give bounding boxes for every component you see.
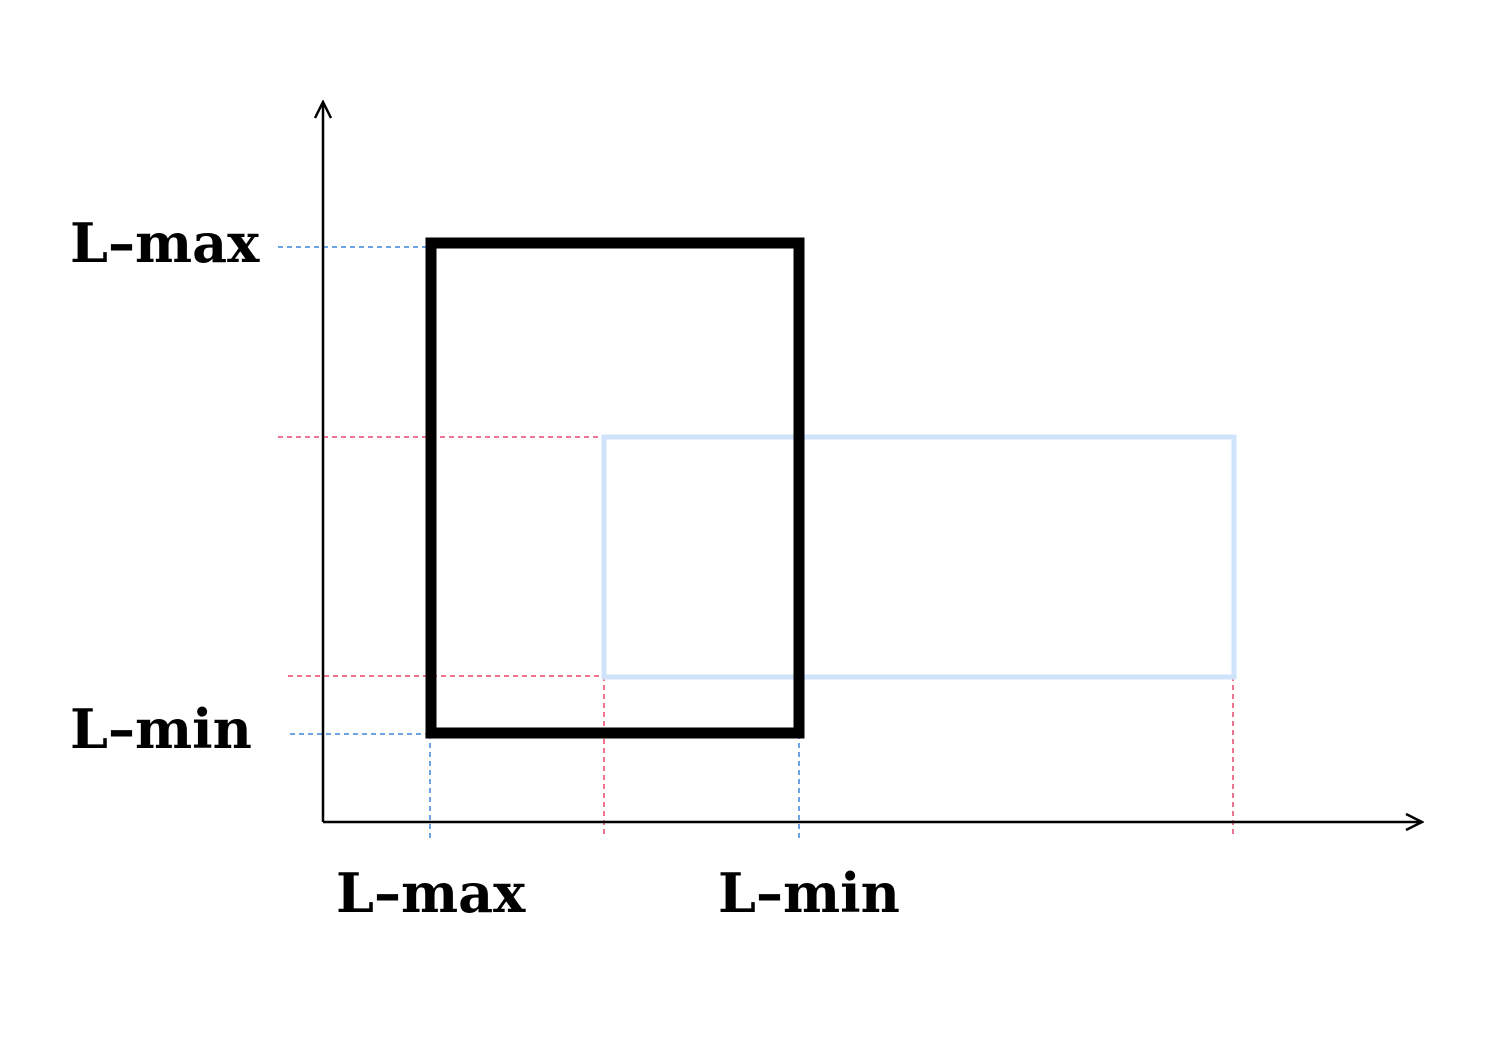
primary-rectangle: [425, 237, 805, 739]
x-axis-label-min: L–min: [718, 861, 900, 925]
secondary-rectangle: [601, 434, 1237, 680]
y-axis-label-min: L–min: [70, 697, 252, 761]
y-axis-label-max: L–max: [70, 211, 260, 275]
x-axis-label-max: L–max: [336, 861, 526, 925]
primary-guides: [278, 246, 800, 842]
secondary-guides: [278, 436, 1234, 838]
